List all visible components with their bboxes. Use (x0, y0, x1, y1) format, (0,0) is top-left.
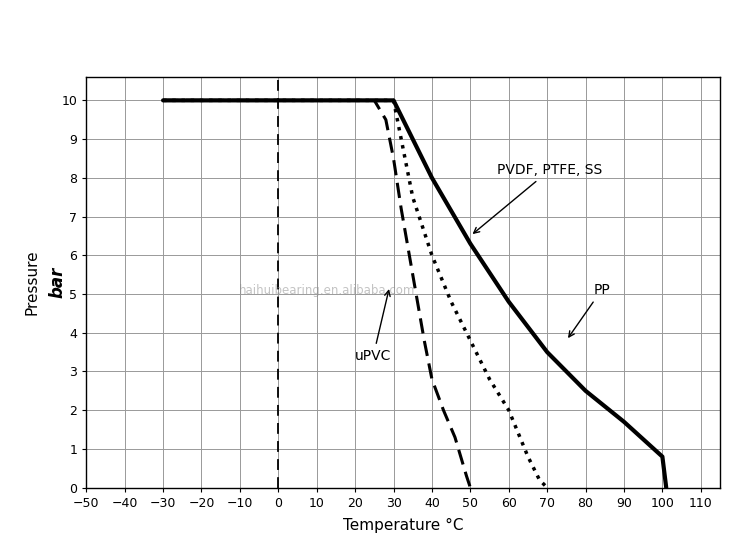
Text: Pressure and temperature diagram: Pressure and temperature diagram (11, 25, 328, 42)
Text: uPVC: uPVC (355, 290, 392, 363)
Text: Pressure: Pressure (25, 250, 40, 315)
Text: haihuibearing.en.alibaba.com: haihuibearing.en.alibaba.com (239, 284, 416, 297)
X-axis label: Temperature °C: Temperature °C (343, 518, 464, 533)
Text: PP: PP (568, 283, 610, 337)
Text: PVDF, PTFE, SS: PVDF, PTFE, SS (474, 163, 602, 233)
Text: bar: bar (49, 267, 67, 298)
